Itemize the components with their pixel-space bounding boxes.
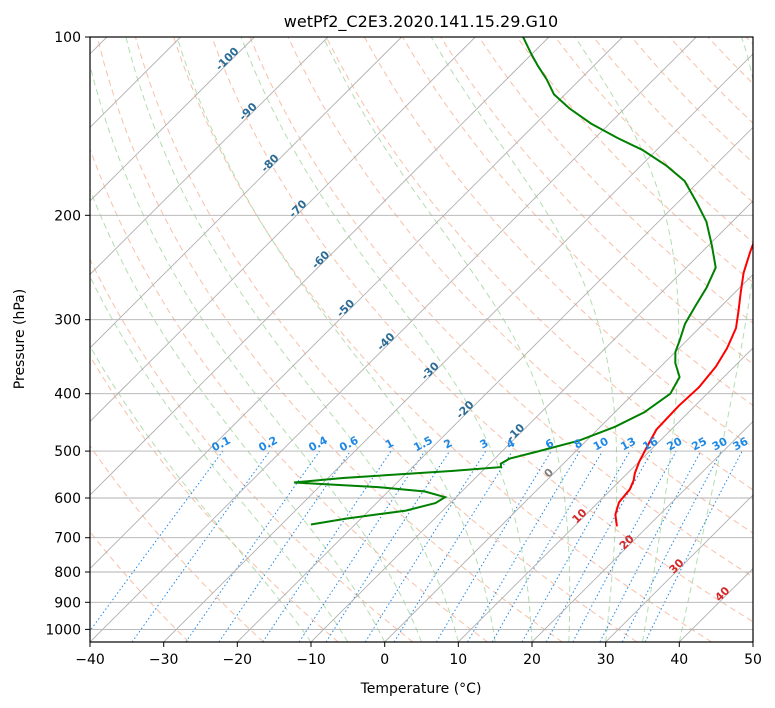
- x-tick-label: −40: [75, 652, 105, 668]
- isotherm-line: [457, 347, 753, 642]
- y-tick-label: 300: [54, 313, 81, 329]
- x-axis-label: Temperature (°C): [360, 681, 482, 697]
- y-tick-label: 800: [54, 565, 81, 581]
- moist-adiabat-line: [240, 37, 533, 642]
- dry-adiabat-line: [516, 37, 753, 284]
- dry-adiabat-line: [96, 37, 563, 642]
- isotherm-line: [605, 494, 753, 642]
- x-tick-label: 50: [744, 652, 762, 668]
- dry-adiabat-line: [90, 355, 339, 642]
- isotherm-line: [310, 200, 753, 642]
- mixing-ratio-line: [185, 450, 321, 642]
- y-axis-label: Pressure (hPa): [12, 289, 28, 389]
- mixing-ratio-line: [364, 450, 487, 642]
- dry-adiabat-line: [134, 37, 638, 642]
- moist-adiabat-line: [678, 37, 753, 642]
- mixing-ratio-line: [131, 450, 271, 642]
- isotherm-line: [90, 37, 697, 642]
- y-tick-label: 200: [54, 208, 81, 224]
- mixing-ratio-label: 25: [689, 435, 709, 454]
- moist-adiabat-line: [574, 37, 680, 642]
- mixing-ratio-label: 20: [665, 435, 685, 454]
- dry-adiabat-line: [90, 445, 264, 642]
- dry-adiabat-line: [173, 37, 712, 642]
- dry-adiabat-line: [287, 37, 753, 534]
- dry-adiabat-line: [211, 37, 753, 623]
- y-tick-label: 500: [54, 444, 81, 460]
- x-tick-label: −20: [223, 652, 253, 668]
- mixing-ratio-line: [218, 450, 351, 642]
- y-tick-label: 600: [54, 491, 81, 507]
- x-tick-label: 10: [449, 652, 467, 668]
- isotherm-line: [90, 37, 255, 202]
- moist-adiabat-line: [90, 275, 349, 642]
- dry-adiabat-line: [90, 258, 414, 642]
- dewpoint-profile-line: [293, 37, 717, 526]
- mixing-ratio-label: 36: [731, 435, 751, 454]
- isotherm-line: [163, 53, 753, 642]
- isotherm-line: [384, 273, 753, 642]
- isotherm-line: [531, 420, 753, 642]
- x-tick-label: −10: [296, 652, 326, 668]
- x-tick-label: 0: [380, 652, 389, 668]
- x-tick-label: 30: [597, 652, 615, 668]
- mixing-ratio-line: [325, 450, 451, 642]
- moist-adiabat-line: [430, 37, 618, 642]
- mixing-ratio-line: [572, 450, 677, 642]
- isotherm-line: [90, 37, 623, 570]
- moist-adiabat-line: [90, 62, 422, 642]
- moist-adiabat-line: [322, 37, 571, 642]
- chart-title: wetPf2_C2E3.2020.141.15.29.G10: [284, 12, 558, 32]
- y-tick-label: 400: [54, 387, 81, 403]
- mixing-ratio-line: [644, 450, 743, 642]
- x-tick-label: 40: [670, 652, 688, 668]
- isotherm-line: [752, 641, 753, 642]
- mixing-ratio-line: [298, 450, 426, 642]
- dry-adiabat-line: [249, 37, 753, 578]
- mixing-ratio-line: [393, 450, 513, 642]
- mixing-ratio-line: [545, 450, 653, 642]
- x-tick-label: 20: [523, 652, 541, 668]
- dry-adiabat-line: [325, 37, 753, 491]
- mixing-ratio-line: [90, 450, 224, 632]
- x-tick-label: −30: [149, 652, 179, 668]
- isotherm-line: [90, 37, 550, 496]
- plot-frame: [89, 36, 754, 643]
- isotherm-line: [90, 37, 329, 276]
- mixing-ratio-label: 10: [591, 435, 611, 454]
- y-tick-label: 700: [54, 531, 81, 547]
- y-tick-label: 1000: [45, 622, 81, 638]
- isotherm-line: [236, 126, 753, 642]
- moist-adiabat-line: [176, 37, 496, 642]
- y-tick-label: 100: [54, 30, 81, 46]
- isotherm-line: [90, 37, 476, 423]
- moist-adiabat-line: [90, 188, 386, 642]
- mixing-ratio-line: [262, 450, 392, 642]
- mixing-ratio-label: 30: [710, 435, 730, 454]
- temperature-profile-line: [614, 241, 753, 527]
- plot-background: [90, 37, 753, 642]
- mixing-ratio-line: [521, 450, 631, 642]
- mixing-ratio-label: 16: [641, 435, 661, 454]
- isotherm-line: [90, 37, 402, 349]
- y-tick-label: 900: [54, 595, 81, 611]
- mixing-ratio-label: 13: [618, 435, 638, 454]
